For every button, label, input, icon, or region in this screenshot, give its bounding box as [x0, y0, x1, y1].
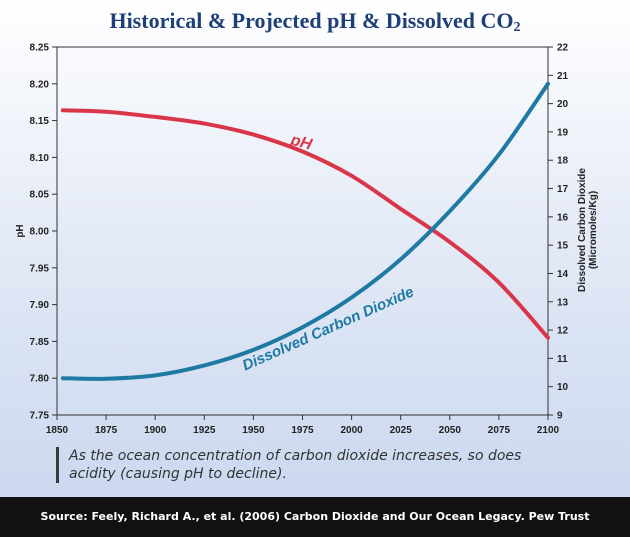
- x-tick-label: 1950: [242, 425, 265, 436]
- x-tick-label: 2050: [439, 425, 462, 436]
- x-tick-label: 1925: [193, 425, 216, 436]
- y-left-tick-label: 7.90: [30, 300, 50, 311]
- y-right-tick-label: 9: [557, 411, 563, 422]
- plot-area: [56, 46, 549, 416]
- y-right-tick-label: 12: [557, 326, 569, 337]
- caption: As the ocean concentration of carbon dio…: [56, 447, 549, 483]
- series-line-co2: [60, 81, 550, 381]
- y-left-tick-label: 8.20: [30, 79, 50, 90]
- y-left-tick-label: 8.15: [30, 116, 50, 127]
- x-tick-label: 2100: [537, 425, 560, 436]
- y-right-tick-label: 22: [557, 43, 569, 54]
- y-left-tick-label: 7.85: [30, 337, 50, 348]
- series-line-ph: [60, 108, 550, 340]
- y-left-tick-label: 8.00: [30, 227, 50, 238]
- x-tick-label: 1850: [46, 425, 69, 436]
- chart-title-main: Historical & Projected pH & Dissolved CO: [109, 8, 514, 33]
- x-tick-label: 1875: [95, 425, 118, 436]
- y-right-tick-label: 18: [557, 156, 569, 167]
- y-left-tick-label: 8.10: [30, 153, 50, 164]
- y-axis-left-title: pH: [15, 224, 26, 237]
- y-right-tick-label: 19: [557, 127, 569, 138]
- y-right-tick-label: 21: [557, 71, 569, 82]
- y-left-tick-label: 8.05: [30, 190, 50, 201]
- annotation-co2: Dissolved Carbon Dioxide: [240, 283, 417, 374]
- y-right-tick-label: 17: [557, 184, 569, 195]
- y-left-tick-label: 7.75: [30, 411, 50, 422]
- y-right-tick-label: 11: [557, 354, 568, 365]
- y-right-tick-label: 13: [557, 297, 569, 308]
- x-tick-label: 2000: [340, 425, 363, 436]
- chart-title: Historical & Projected pH & Dissolved CO…: [0, 8, 630, 35]
- x-axis: 1850 1875 1900 1925 1950 1975 2000 2025 2050 2075…: [46, 415, 560, 436]
- annotation-ph: pH: [288, 131, 314, 153]
- y-left-tick-label: 7.95: [30, 263, 50, 274]
- x-tick-label: 2075: [488, 425, 511, 436]
- y-axis-left: 7.75 7.80 7.85 7.90 7.95 8.00 8.05 8.10 8.15 8.20…: [30, 43, 57, 422]
- y-axis-right-title-line2: (Micromoles/Kg): [588, 191, 599, 269]
- chart-title-subscript: 2: [513, 20, 521, 35]
- x-tick-label: 1900: [144, 425, 167, 436]
- y-left-tick-label: 8.25: [30, 43, 50, 54]
- y-axis-right-title-line1: Dissolved Carbon Dioxide: [577, 168, 588, 292]
- y-right-tick-label: 15: [557, 241, 569, 252]
- x-tick-label: 2025: [390, 425, 413, 436]
- y-right-tick-label: 20: [557, 99, 569, 110]
- source-footer: Source: Feely, Richard A., et al. (2006)…: [0, 497, 630, 537]
- y-right-tick-label: 10: [557, 382, 569, 393]
- y-right-tick-label: 14: [557, 269, 569, 280]
- line-chart: 1850 1875 1900 1925 1950 1975 2000 2025 2050 2075…: [15, 43, 599, 437]
- y-axis-right: 9 10 11 12 13 14 15 16 17 18 19 20 21 22: [548, 43, 569, 422]
- x-tick-label: 1975: [291, 425, 314, 436]
- y-right-tick-label: 16: [557, 212, 569, 223]
- y-left-tick-label: 7.80: [30, 374, 50, 385]
